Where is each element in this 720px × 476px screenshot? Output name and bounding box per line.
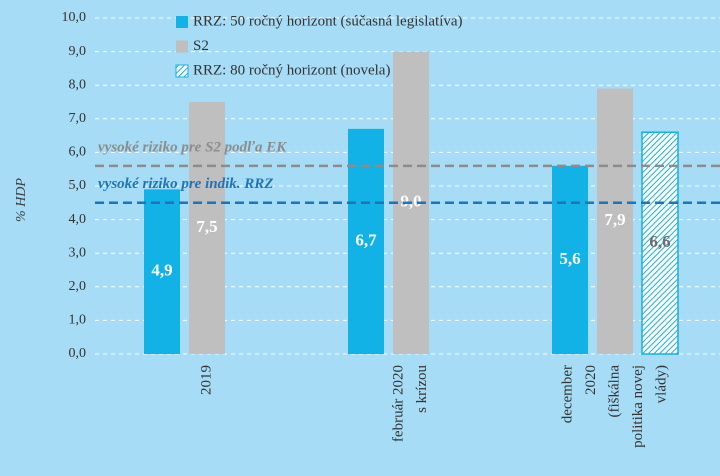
y-tick-label: 7,0: [69, 111, 87, 126]
value-label: 6,6: [649, 232, 670, 251]
reference-label: vysoké riziko pre S2 podľa EK: [98, 139, 287, 155]
bar: [144, 189, 180, 354]
legend-swatch: [176, 16, 188, 28]
y-tick-label: 1,0: [69, 313, 87, 328]
x-tick-label: s krízou: [414, 365, 430, 413]
y-tick-label: 10,0: [62, 10, 87, 25]
x-tick-label: vlády): [653, 365, 669, 403]
x-tick-label: politika novej: [630, 365, 646, 448]
y-tick-label: 0,0: [69, 346, 87, 361]
legend-label: RRZ: 80 ročný horizont (novela): [193, 62, 390, 78]
legend-label: RRZ: 50 ročný horizont (súčasná legislat…: [193, 13, 463, 29]
value-label: 4,9: [151, 261, 172, 280]
value-label: 7,9: [604, 210, 625, 229]
value-label: 9,0: [400, 192, 421, 211]
x-tick-label: február 2020: [391, 365, 407, 442]
x-tick-label: 2019: [198, 365, 214, 395]
legend-swatch: [176, 40, 188, 53]
y-tick-label: 8,0: [69, 77, 87, 92]
x-tick-label: december: [559, 365, 575, 423]
y-tick-label: 3,0: [69, 245, 87, 260]
x-tick-label: (fiškálna: [606, 365, 622, 418]
bar: [641, 131, 679, 355]
x-tick-label: 2020: [583, 365, 599, 395]
value-label: 6,7: [355, 230, 377, 249]
bar: [189, 102, 225, 354]
y-tick-label: 5,0: [69, 178, 87, 193]
y-tick-label: 4,0: [69, 212, 87, 227]
legend-swatch: [175, 64, 189, 78]
y-tick-label: 2,0: [69, 279, 87, 294]
y-axis-title: % HDP: [14, 178, 29, 222]
reference-label: vysoké riziko pre indik. RRZ: [98, 176, 273, 192]
bar: [597, 88, 633, 354]
legend-label: S2: [193, 38, 209, 54]
bar: [552, 165, 588, 354]
y-tick-label: 9,0: [69, 44, 87, 59]
value-label: 5,6: [559, 249, 580, 268]
y-tick-label: 6,0: [69, 145, 87, 160]
value-label: 7,5: [196, 217, 217, 236]
